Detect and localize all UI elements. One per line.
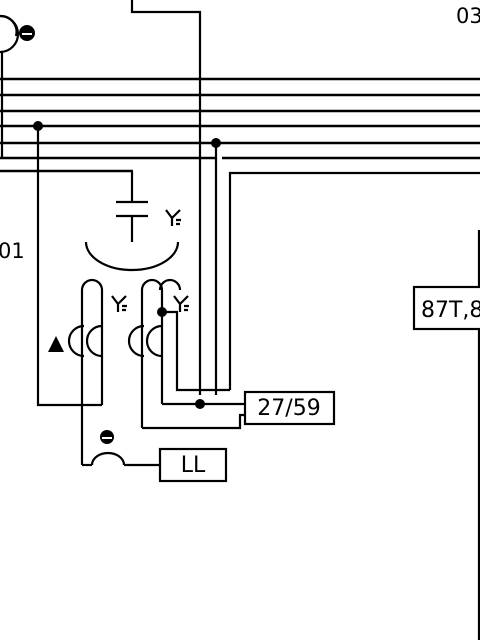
ll-terminal-arc bbox=[90, 451, 126, 466]
grounded-wye-icon bbox=[111, 295, 127, 312]
delta-icon bbox=[48, 336, 64, 352]
grounded-wye-icon bbox=[165, 209, 181, 226]
secondary-lead bbox=[162, 310, 230, 392]
relay-ll-box bbox=[158, 447, 228, 483]
left-branch bbox=[36, 126, 102, 407]
top-right-reference-label: 03 bbox=[456, 4, 480, 28]
relay-27-59-box bbox=[243, 390, 336, 426]
transformer-primary bbox=[84, 241, 180, 272]
secondary-lead bbox=[142, 413, 245, 430]
transformer-secondary-right bbox=[140, 278, 182, 428]
relay-87t-label: 87T,8 bbox=[421, 298, 480, 323]
top-left-ground-terminal-icon bbox=[19, 25, 35, 41]
left-reference-label: 01 bbox=[0, 239, 25, 263]
capacitor bbox=[116, 171, 148, 242]
top-left-terminal bbox=[0, 14, 20, 158]
relay-87t-box bbox=[412, 285, 480, 331]
grounded-wye-icon bbox=[173, 295, 189, 312]
return-bus bbox=[228, 171, 480, 390]
transformer-tertiary bbox=[67, 324, 163, 358]
ground-terminal-icon bbox=[100, 430, 114, 444]
junction-dot bbox=[211, 138, 221, 148]
top-feeder-wire bbox=[130, 0, 202, 395]
relay-ll-label: LL bbox=[181, 453, 206, 478]
relay-27-59-label: 27/59 bbox=[257, 396, 320, 421]
transformer-secondary-left bbox=[80, 278, 104, 465]
junction-dot bbox=[195, 399, 205, 409]
bus-lines bbox=[0, 77, 480, 173]
